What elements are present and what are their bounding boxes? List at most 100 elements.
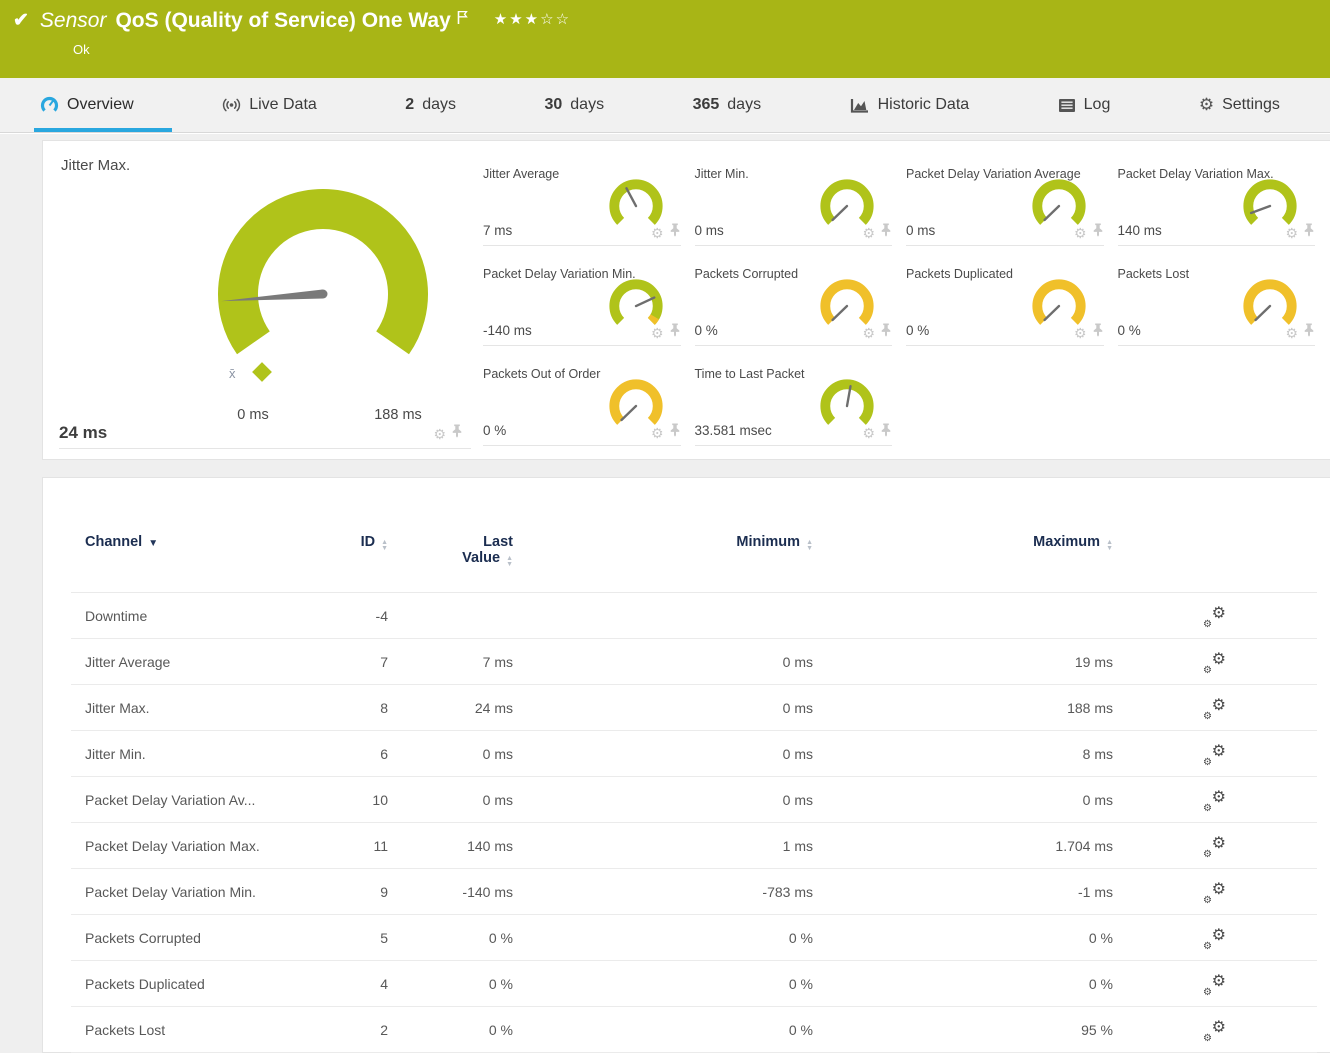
tab-label: Settings <box>1222 96 1280 113</box>
sensor-kind-label: Sensor <box>39 9 107 32</box>
tab-log[interactable]: Log <box>1054 78 1115 132</box>
gauge-value: 0 ms <box>694 223 724 238</box>
sort-icon[interactable]: ▲ ▼ <box>1106 539 1113 552</box>
tab-365-days[interactable]: 365 days <box>692 96 762 113</box>
pin-icon[interactable] <box>451 424 463 443</box>
sort-icon[interactable]: ▲ ▼ <box>806 539 813 552</box>
sensor-header: ✔ Sensor QoS (Quality of Service) One Wa… <box>0 0 1330 78</box>
channel-name[interactable]: Packet Delay Variation Max. <box>85 837 260 854</box>
gears-icon[interactable]: ⚙ ⚙ <box>1203 972 1226 998</box>
main-gauge-title: Jitter Max. <box>61 157 131 174</box>
tab-overview[interactable]: Overview <box>34 78 172 132</box>
channel-minimum: 0 ms <box>782 699 813 716</box>
channel-name[interactable]: Downtime <box>85 607 148 624</box>
gears-icon[interactable]: ⚙ ⚙ <box>1203 604 1226 630</box>
channel-name[interactable]: Packets Duplicated <box>85 975 205 992</box>
tab-live-data[interactable]: Live Data <box>218 78 321 132</box>
tab-label: Live Data <box>249 96 317 113</box>
table-row-packet-delay-variation-av: Packet Delay Variation Av... 10 0 ms 0 m… <box>71 777 1317 823</box>
channel-id: 8 <box>380 699 388 716</box>
table-header-row: Channel ▼ ID ▲ ▼ Last Value ▲ ▼ Minimum ▲ ▼ Maximum ▲… <box>71 526 1317 593</box>
gauge-value: 0 ms <box>906 223 936 238</box>
gears-icon[interactable]: ⚙ ⚙ <box>1203 742 1226 768</box>
channel-name[interactable]: Packet Delay Variation Min. <box>85 883 256 900</box>
channel-name[interactable]: Packets Lost <box>85 1021 166 1038</box>
gauge-settings-gear-icon[interactable]: ⚙ <box>1073 224 1087 241</box>
gauge-settings-gear-icon[interactable]: ⚙ <box>650 424 664 441</box>
gauge-dial <box>608 379 663 425</box>
main-gauge-value: 24 ms <box>59 423 108 442</box>
gauge-title: Packet Delay Variation Average <box>906 167 1081 181</box>
tab-30-days[interactable]: 30 days <box>544 96 605 113</box>
gauge-title: Packets Out of Order <box>483 367 601 381</box>
gauge-settings-gear-icon[interactable]: ⚙ <box>650 324 664 341</box>
pin-icon[interactable] <box>1092 223 1104 242</box>
gears-icon[interactable]: ⚙ ⚙ <box>1203 926 1226 952</box>
gears-icon[interactable]: ⚙ ⚙ <box>1203 834 1226 860</box>
sort-icon[interactable]: ▲ ▼ <box>506 555 513 568</box>
channel-name[interactable]: Jitter Average <box>85 653 171 670</box>
gauge-settings-gear-icon[interactable]: ⚙ <box>433 425 446 442</box>
sort-desc-icon[interactable]: ▼ <box>148 538 159 549</box>
gauge-settings-gear-icon[interactable]: ⚙ <box>1285 224 1298 241</box>
pin-icon[interactable] <box>669 223 681 242</box>
gears-icon[interactable]: ⚙ ⚙ <box>1203 880 1226 906</box>
gears-icon[interactable]: ⚙ ⚙ <box>1203 788 1226 814</box>
pin-icon[interactable] <box>1303 223 1315 242</box>
gauge-title: Packet Delay Variation Max. <box>1117 167 1274 181</box>
pin-icon[interactable] <box>669 323 681 342</box>
gauge-dial <box>820 379 874 425</box>
gauge-settings-gear-icon[interactable]: ⚙ <box>1073 324 1087 341</box>
gauge-time-to-last-packet: Time to Last Packet 33.581 msec ⚙ <box>694 361 892 446</box>
gauge-value: 7 ms <box>483 223 513 238</box>
gauge-packet-delay-variation-max: Packet Delay Variation Max. 140 ms ⚙ <box>1117 161 1315 246</box>
pin-icon[interactable] <box>669 423 681 442</box>
tab-label: days <box>570 96 605 113</box>
gauge-packet-delay-variation-min: Packet Delay Variation Min. -140 ms ⚙ <box>483 261 681 346</box>
channel-last-value: 0 ms <box>482 745 513 762</box>
column-header-channel[interactable]: Channel ▼ <box>85 534 159 550</box>
channel-name[interactable]: Jitter Min. <box>85 745 146 762</box>
tab-settings[interactable]: ⚙ Settings <box>1195 78 1284 132</box>
gauge-dial <box>820 179 874 225</box>
gauge-settings-gear-icon[interactable]: ⚙ <box>862 424 875 441</box>
priority-stars[interactable]: ★★★☆☆ <box>493 11 572 28</box>
pin-icon[interactable] <box>880 423 892 442</box>
pin-icon[interactable] <box>1303 323 1315 342</box>
tab-2-days[interactable]: 2 days <box>405 96 456 113</box>
channel-id: 11 <box>373 837 388 854</box>
channel-name[interactable]: Packet Delay Variation Av... <box>85 791 256 808</box>
gauges-panel: Jitter Max. x̄ 0 ms 188 ms 24 ms ⚙ Jitte… <box>42 140 1330 460</box>
gauge-settings-gear-icon[interactable]: ⚙ <box>862 324 875 341</box>
gears-icon[interactable]: ⚙ ⚙ <box>1203 650 1226 676</box>
channel-name[interactable]: Jitter Max. <box>85 699 150 716</box>
gauge-value: 0 % <box>1117 323 1141 338</box>
channel-minimum: 0 % <box>788 1021 813 1038</box>
flag-icon[interactable] <box>457 10 468 30</box>
pin-icon[interactable] <box>880 323 892 342</box>
gauge-packets-corrupted: Packets Corrupted 0 % ⚙ <box>694 261 892 346</box>
pin-icon[interactable] <box>1092 323 1104 342</box>
gauge-settings-gear-icon[interactable]: ⚙ <box>1285 324 1298 341</box>
pin-icon[interactable] <box>880 223 892 242</box>
channel-minimum: 0 ms <box>782 653 813 670</box>
channel-id: 4 <box>380 975 388 992</box>
column-header-maximum[interactable]: Maximum ▲ ▼ <box>1033 534 1113 552</box>
channel-minimum: 1 ms <box>782 837 813 854</box>
gauge-needle <box>221 289 324 302</box>
gauge-dial <box>820 279 874 325</box>
column-header-last-value[interactable]: Last Value ▲ ▼ <box>462 534 513 568</box>
channel-maximum: 19 ms <box>1074 653 1113 670</box>
gears-icon[interactable]: ⚙ ⚙ <box>1203 1018 1226 1044</box>
sort-icon[interactable]: ▲ ▼ <box>381 539 388 552</box>
channel-last-value: 0 ms <box>482 791 513 808</box>
gauge-settings-gear-icon[interactable]: ⚙ <box>650 224 664 241</box>
gauge-settings-gear-icon[interactable]: ⚙ <box>862 224 875 241</box>
column-header-minimum[interactable]: Minimum ▲ ▼ <box>736 534 813 552</box>
column-header-id[interactable]: ID ▲ ▼ <box>360 534 388 552</box>
gauge-title: Packets Duplicated <box>906 267 1014 281</box>
status-check-icon: ✔ <box>13 10 29 31</box>
channel-name[interactable]: Packets Corrupted <box>85 929 201 946</box>
gears-icon[interactable]: ⚙ ⚙ <box>1203 696 1226 722</box>
tab-historic-data[interactable]: Historic Data <box>846 78 974 132</box>
